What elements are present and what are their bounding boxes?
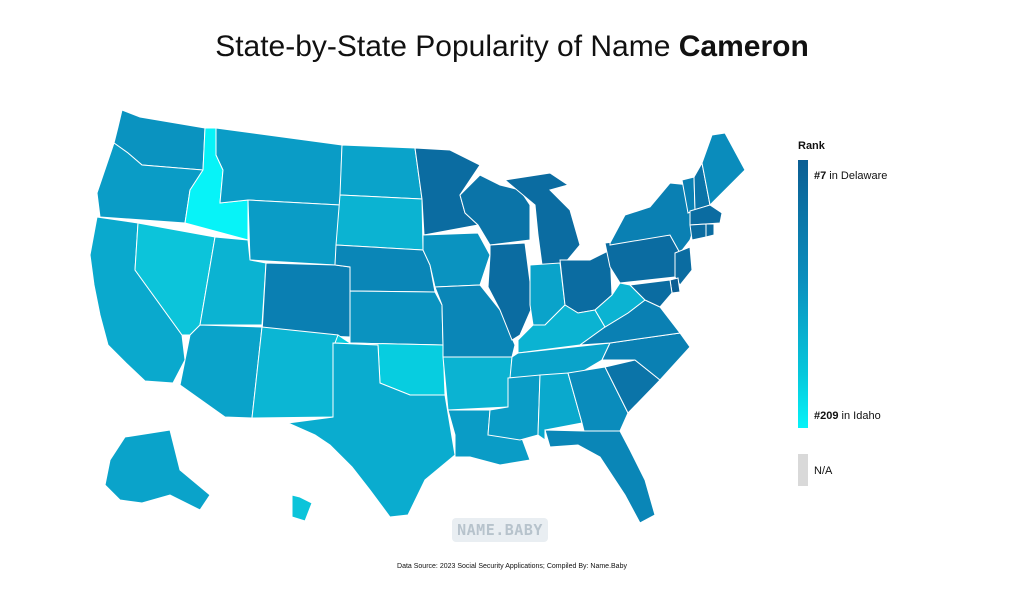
- legend-bottom-rank: #209: [814, 410, 839, 422]
- legend-na-swatch: [798, 454, 808, 486]
- state-illinois[interactable]: [487, 242, 534, 341]
- state-florida[interactable]: [544, 429, 656, 524]
- legend-na-label: N/A: [814, 465, 833, 477]
- legend-top-rank: #7: [814, 170, 827, 182]
- map-svg: [89, 109, 746, 524]
- state-massachusetts[interactable]: [689, 204, 723, 226]
- state-wyoming[interactable]: [247, 199, 341, 266]
- state-kentucky[interactable]: [517, 304, 606, 354]
- state-colorado[interactable]: [261, 262, 351, 338]
- state-arizona[interactable]: [179, 324, 263, 419]
- us-choropleth-map: [30, 95, 780, 535]
- state-wisconsin[interactable]: [459, 174, 531, 246]
- state-maryland[interactable]: [628, 279, 673, 308]
- state-nebraska[interactable]: [334, 244, 436, 293]
- name-baby-watermark: NAME.BABY: [452, 518, 548, 542]
- title-name: Cameron: [678, 30, 809, 63]
- state-hawaii[interactable]: [291, 494, 313, 522]
- legend-color-scale: [798, 160, 808, 428]
- state-south-dakota[interactable]: [335, 194, 424, 251]
- legend: Rank #7 in Delaware #209 in Idaho N/A: [798, 138, 998, 498]
- state-kansas[interactable]: [349, 290, 444, 346]
- state-alaska[interactable]: [104, 429, 211, 511]
- state-michigan[interactable]: [503, 172, 581, 266]
- state-new-mexico[interactable]: [251, 326, 339, 419]
- state-iowa[interactable]: [422, 232, 491, 288]
- legend-top-label: #7 in Delaware: [814, 170, 887, 182]
- state-montana[interactable]: [215, 127, 343, 206]
- state-rhode-island[interactable]: [705, 223, 715, 238]
- state-new-jersey[interactable]: [674, 246, 693, 286]
- state-maine[interactable]: [701, 132, 746, 207]
- state-arkansas[interactable]: [442, 356, 513, 411]
- legend-bottom-state: in Idaho: [838, 410, 881, 422]
- title-prefix: State-by-State Popularity of Name: [215, 30, 679, 63]
- state-connecticut[interactable]: [689, 223, 707, 241]
- legend-bottom-label: #209 in Idaho: [814, 410, 881, 422]
- state-texas[interactable]: [286, 342, 456, 518]
- map-title: State-by-State Popularity of Name Camero…: [0, 30, 1024, 64]
- legend-top-state: in Delaware: [826, 170, 888, 182]
- legend-title: Rank: [798, 140, 825, 152]
- data-source: Data Source: 2023 Social Security Applic…: [397, 563, 627, 570]
- state-north-dakota[interactable]: [339, 144, 423, 200]
